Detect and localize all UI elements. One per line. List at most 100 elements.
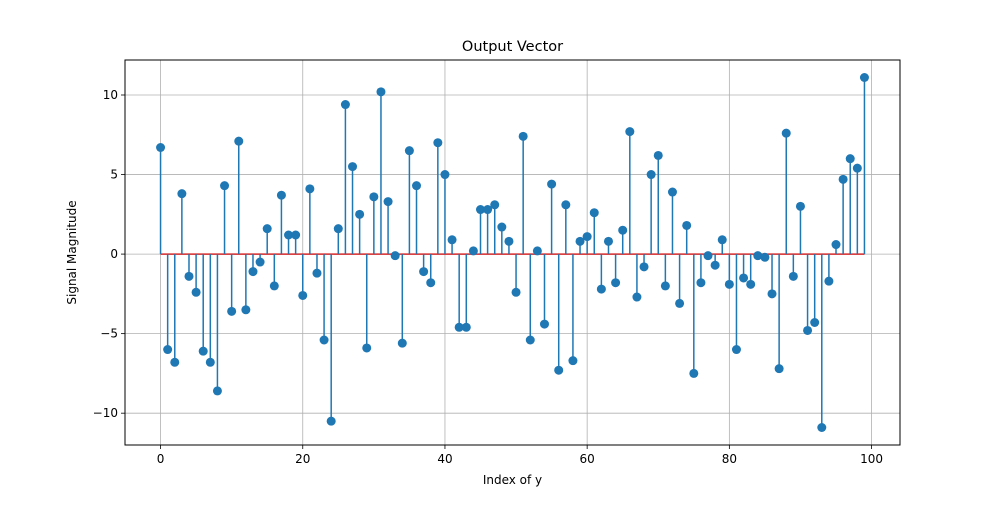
stem-marker [511, 287, 521, 297]
stem-marker [447, 235, 457, 245]
y-tick-label: 10 [103, 88, 118, 102]
stem-marker [220, 181, 230, 191]
stem-marker [852, 163, 862, 173]
stem-marker [348, 162, 358, 172]
stem-marker [731, 345, 741, 355]
stem-marker [817, 423, 827, 432]
stem-marker [632, 292, 642, 302]
stem-marker [497, 222, 507, 232]
stem-marker [454, 322, 464, 332]
x-tick-label: 60 [580, 452, 595, 466]
stem-marker [710, 260, 720, 270]
stem-marker [824, 276, 834, 286]
x-tick-label: 100 [860, 452, 883, 466]
y-tick-label: −10 [93, 406, 118, 420]
x-axis-title: Index of y [483, 473, 542, 487]
stem-marker [461, 322, 471, 332]
x-tick-label: 80 [722, 452, 737, 466]
stem-marker [383, 197, 393, 207]
stem-marker [653, 150, 663, 160]
y-tick-label: 0 [110, 247, 118, 261]
stem-marker [739, 273, 749, 283]
stem-marker [205, 357, 215, 367]
stem-marker [611, 278, 621, 288]
stem-marker [362, 343, 372, 353]
stem-marker [412, 181, 422, 191]
x-tick-label: 20 [295, 452, 310, 466]
stem-marker [795, 201, 805, 211]
stem-marker [476, 205, 486, 215]
stem-marker [774, 364, 784, 374]
stem-marker [646, 170, 656, 180]
stem-marker [639, 262, 649, 272]
stem-marker [227, 306, 237, 316]
stem-marker [305, 184, 315, 194]
stem-marker [191, 287, 201, 297]
stem-marker [255, 257, 265, 267]
stem-marker [184, 271, 194, 281]
stem-marker [326, 416, 336, 426]
stem-marker [767, 289, 777, 299]
stem-marker [717, 235, 727, 245]
stem-marker [575, 236, 585, 246]
stem-marker [319, 335, 329, 345]
stem-marker [696, 278, 706, 288]
stem-marker [682, 220, 692, 230]
stem-marker [589, 208, 599, 218]
stem-marker [355, 209, 365, 219]
stem-marker [490, 200, 500, 210]
stem-marker [810, 318, 820, 327]
stem-marker [859, 73, 869, 82]
stem-marker [276, 190, 286, 200]
stem-marker [241, 305, 251, 315]
stem-marker [525, 335, 535, 345]
stem-marker [618, 225, 628, 235]
stem-marker [397, 338, 407, 348]
stem-marker [667, 187, 677, 197]
stem-marker [803, 325, 813, 335]
stem-marker [198, 346, 208, 356]
axes-frame [124, 59, 901, 446]
stem-marker [262, 224, 272, 234]
stem-marker [234, 136, 244, 146]
stem-marker [660, 281, 670, 291]
stem-marker [426, 278, 436, 288]
stem-marker [554, 365, 564, 375]
stem-marker [724, 279, 734, 289]
stem-marker [689, 368, 699, 378]
stem-marker [433, 138, 443, 148]
stem-marker [603, 236, 613, 246]
stem-marker [177, 189, 187, 199]
stem-marker [675, 298, 685, 308]
stem-marker [483, 205, 493, 215]
stem-marker [369, 192, 379, 202]
stem-marker [404, 146, 414, 156]
stem-marker [170, 357, 180, 367]
stem-marker [547, 179, 557, 189]
stem-marker [838, 174, 848, 184]
stem-marker [376, 87, 386, 97]
stem-marker [788, 271, 798, 281]
stem-marker [625, 127, 635, 137]
stem-marker [248, 267, 258, 277]
stem-marker [284, 230, 294, 240]
stem-marker [340, 100, 350, 110]
stem-marker [781, 128, 791, 138]
stem-marker [845, 154, 855, 164]
stem-marker [163, 345, 173, 355]
stem-marker [212, 386, 222, 396]
stem-marker [831, 240, 841, 250]
ticks: 0 20 40 60 80 100 −10 −5 0 5 10 [93, 88, 883, 466]
stem-marker [582, 232, 592, 242]
stem-marker [291, 230, 301, 240]
y-tick-label: 5 [110, 168, 118, 182]
stem-marker [596, 284, 606, 294]
stem-marker [561, 200, 571, 210]
chart-title: Output Vector [462, 39, 563, 55]
stem-marker [539, 319, 549, 329]
stem-marker [269, 281, 279, 291]
y-tick-label: −5 [100, 327, 118, 341]
stem-marker [746, 279, 756, 289]
